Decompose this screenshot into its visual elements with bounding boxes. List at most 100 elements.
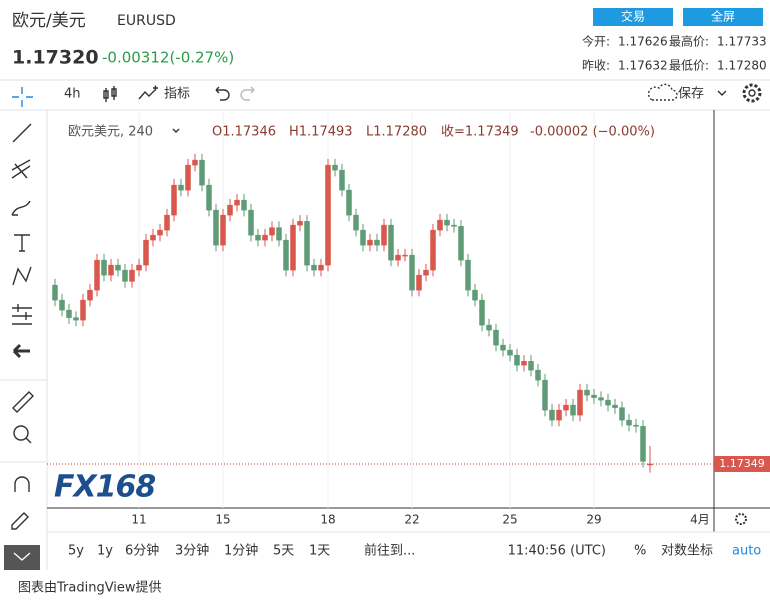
candle-body bbox=[570, 404, 576, 416]
stat: 昨收: bbox=[582, 59, 610, 73]
stat: 最高价: bbox=[669, 34, 709, 49]
drawing-tools bbox=[4, 123, 40, 570]
lock-tool[interactable] bbox=[11, 512, 29, 530]
settings-icon-center bbox=[748, 89, 756, 97]
candle-body bbox=[269, 227, 275, 236]
candle-body bbox=[164, 214, 170, 231]
undo-icon[interactable] bbox=[215, 86, 230, 101]
range-button[interactable]: 1天 bbox=[309, 544, 330, 559]
range-button[interactable]: 5天 bbox=[273, 544, 294, 559]
legend-open: O1.17346 bbox=[212, 125, 276, 140]
candle-body bbox=[577, 389, 583, 416]
candle-body bbox=[213, 209, 219, 246]
fullscreen-button[interactable] bbox=[683, 8, 763, 26]
candle-body bbox=[227, 204, 233, 216]
candle-body bbox=[493, 329, 499, 346]
candle-body bbox=[640, 426, 646, 462]
magnet-tool[interactable] bbox=[14, 476, 30, 492]
x-tick-label: 29 bbox=[586, 513, 601, 527]
candle-body bbox=[458, 226, 464, 261]
pattern-tool[interactable] bbox=[12, 266, 32, 286]
candle-body bbox=[353, 214, 359, 231]
candle-body bbox=[248, 209, 254, 236]
candle-body bbox=[290, 224, 296, 271]
candle-body bbox=[549, 409, 555, 421]
candle-body bbox=[80, 299, 86, 321]
candle-body bbox=[591, 394, 597, 398]
fullscreen-button-label[interactable]: 全屏 bbox=[711, 9, 735, 24]
legend-close: 收=1.17349 bbox=[441, 125, 519, 140]
goto-button[interactable]: 前往到... bbox=[364, 543, 415, 559]
legend-low: L1.17280 bbox=[366, 125, 427, 140]
candle-body bbox=[402, 254, 408, 257]
hide-tool[interactable] bbox=[4, 545, 40, 570]
candle-body bbox=[304, 221, 310, 266]
candle-body bbox=[395, 254, 401, 261]
candle-body bbox=[451, 224, 457, 227]
candle-body bbox=[486, 324, 492, 331]
candle-body bbox=[283, 239, 289, 271]
candle-body bbox=[262, 234, 268, 241]
legend-dropdown[interactable] bbox=[172, 128, 180, 133]
measure-tool[interactable] bbox=[12, 391, 34, 413]
time-settings-icon[interactable] bbox=[735, 513, 747, 525]
range-button[interactable]: 5y bbox=[68, 544, 84, 559]
trade-button[interactable] bbox=[593, 8, 673, 26]
stat: 今开: bbox=[582, 34, 610, 49]
interval[interactable]: 4h bbox=[64, 87, 81, 102]
range-button[interactable]: 3分钟 bbox=[175, 543, 209, 559]
candle-body bbox=[129, 269, 135, 282]
candle-body bbox=[108, 264, 114, 276]
indicator-icon[interactable] bbox=[138, 85, 158, 100]
footer: 图表由TradingView提供 bbox=[18, 580, 162, 596]
save[interactable]: 保存 bbox=[678, 87, 704, 102]
candle-body bbox=[115, 264, 121, 271]
candle-body bbox=[94, 259, 100, 291]
text-tool[interactable] bbox=[14, 234, 30, 252]
candle-body bbox=[136, 264, 142, 271]
candle-body bbox=[444, 219, 450, 226]
last-price-label: 1.17349 bbox=[719, 457, 765, 470]
redo-icon[interactable] bbox=[240, 86, 255, 101]
candle-icon[interactable] bbox=[103, 86, 117, 102]
stat: 最低价: bbox=[669, 59, 709, 73]
range-button[interactable]: 1y bbox=[97, 544, 113, 559]
range-button[interactable]: 6分钟 bbox=[125, 543, 159, 559]
x-tick-label: 22 bbox=[404, 513, 419, 527]
range-button[interactable]: 1分钟 bbox=[224, 543, 258, 559]
crosshair-icon[interactable] bbox=[12, 87, 33, 107]
candle-body bbox=[465, 259, 471, 291]
candle-body bbox=[87, 289, 93, 301]
x-tick-label: 15 bbox=[215, 513, 230, 527]
zoom-tool[interactable] bbox=[13, 425, 29, 441]
fib-tool[interactable] bbox=[11, 159, 31, 179]
last-price-box bbox=[714, 456, 770, 472]
percent-toggle[interactable]: % bbox=[634, 544, 646, 559]
candle-body bbox=[619, 407, 625, 421]
candle-body bbox=[367, 239, 373, 246]
symbol: EURUSD bbox=[117, 13, 176, 29]
log-toggle[interactable]: 对数坐标 bbox=[661, 544, 713, 559]
candle-body bbox=[346, 189, 352, 216]
candle-body bbox=[374, 239, 380, 246]
candle-body bbox=[325, 164, 331, 266]
change: -0.00312(-0.27%) bbox=[102, 49, 234, 67]
x-tick-label: 25 bbox=[502, 513, 517, 527]
candle-body bbox=[150, 234, 156, 241]
auto-toggle[interactable]: auto bbox=[732, 544, 761, 559]
settings-icon[interactable] bbox=[742, 83, 762, 103]
trend-line-tool[interactable] bbox=[12, 123, 32, 143]
candle-body bbox=[192, 159, 198, 166]
back-tool[interactable] bbox=[12, 343, 30, 359]
trade-button-label[interactable]: 交易 bbox=[621, 9, 645, 24]
prediction-tool[interactable] bbox=[12, 304, 32, 325]
candle-body bbox=[220, 214, 226, 246]
candle-body bbox=[157, 229, 163, 236]
cloud-icon[interactable] bbox=[647, 83, 678, 101]
stat: 1.17632 bbox=[618, 59, 668, 73]
dropdown-icon[interactable] bbox=[717, 90, 727, 96]
candle-body bbox=[507, 349, 513, 356]
brush-tool[interactable] bbox=[11, 200, 31, 216]
indicators[interactable]: 指标 bbox=[164, 87, 190, 102]
